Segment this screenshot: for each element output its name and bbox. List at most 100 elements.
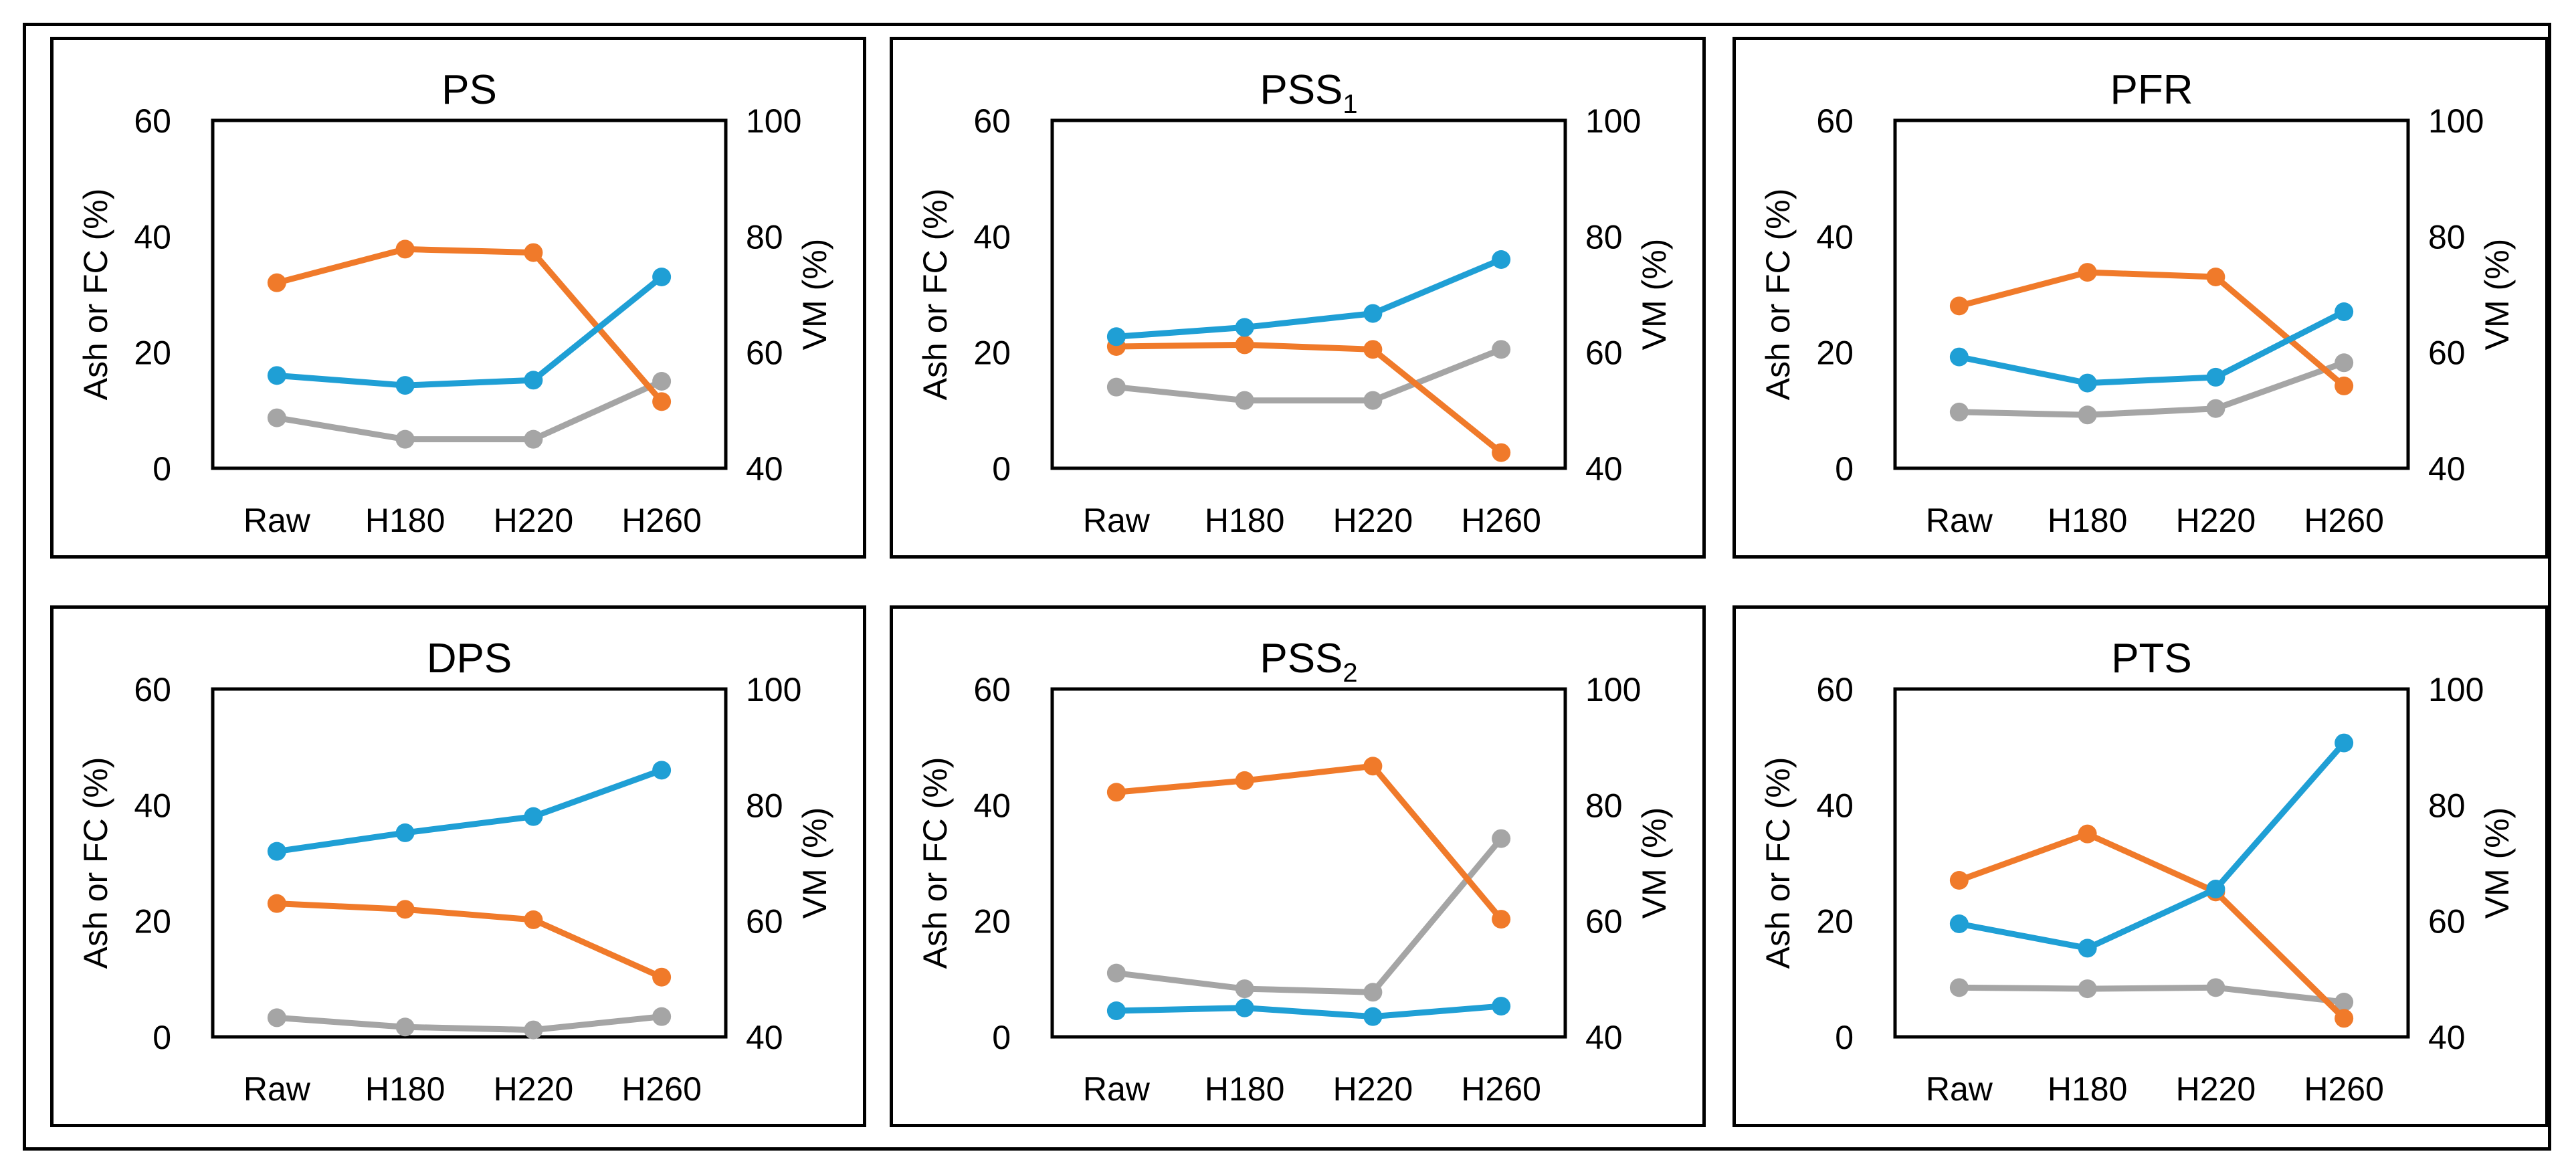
data-point-fc <box>652 967 672 987</box>
x-tick-label: H220 <box>2176 502 2256 539</box>
data-point-ash <box>652 268 672 286</box>
data-point-vm <box>524 429 543 449</box>
data-point-ash <box>1363 1007 1383 1026</box>
y2-tick-label: 80 <box>1585 218 1623 256</box>
data-point-vm <box>652 1007 672 1026</box>
x-tick-label: H180 <box>365 1070 445 1108</box>
data-point-fc <box>2206 268 2225 286</box>
y2-tick-label: 80 <box>746 218 783 256</box>
x-tick-label: Raw <box>1926 502 1993 539</box>
data-point-ash <box>267 842 286 861</box>
y2-tick-label: 40 <box>746 450 783 488</box>
series-line-vm <box>274 1013 665 1034</box>
data-point-fc <box>1235 335 1254 355</box>
data-point-fc <box>1492 910 1511 929</box>
data-point-vm <box>1235 979 1254 999</box>
series-line-fc <box>1113 341 1504 456</box>
data-point-ash <box>1949 914 1969 933</box>
x-tick-label: H220 <box>2176 1070 2256 1108</box>
plot-area <box>1893 687 2410 1039</box>
chart-title: DPS <box>427 635 512 682</box>
y2-tick-label: 100 <box>1585 671 1641 708</box>
chart-title: PFR <box>2110 67 2193 113</box>
y-axis-label: Ash or FC (%) <box>1759 757 1797 969</box>
y2-axis-label: VM (%) <box>796 807 833 919</box>
data-point-fc <box>1492 443 1511 462</box>
data-point-ash <box>2335 733 2354 753</box>
y-tick-label: 60 <box>134 102 171 140</box>
data-point-vm <box>652 372 672 391</box>
y-tick-label: 20 <box>1816 334 1854 372</box>
data-point-fc <box>267 273 286 292</box>
data-point-ash <box>1363 304 1383 323</box>
data-point-vm <box>1492 829 1511 848</box>
chart-title-text: PSS <box>1260 67 1343 113</box>
x-tick-label: H220 <box>494 502 574 539</box>
y-tick-label: 40 <box>134 218 171 256</box>
plot-area <box>1050 118 1567 470</box>
y-tick-label: 40 <box>134 787 171 824</box>
y2-tick-label: 80 <box>1585 787 1623 824</box>
chart-svg-pfr: PFR 0 20 40 60 40 60 80 100 Raw H180 H220 H260 Ash or… <box>1759 67 2516 539</box>
data-point-ash <box>1235 998 1254 1017</box>
data-point-fc <box>395 239 415 259</box>
series-line-ash <box>1113 256 1504 340</box>
figure-frame <box>23 23 2551 1151</box>
y-tick-label: 60 <box>1816 671 1854 708</box>
y-tick-label: 20 <box>134 903 171 941</box>
x-tick-label: H260 <box>2304 1070 2384 1108</box>
series-line-ash <box>274 767 665 855</box>
y2-tick-label: 40 <box>2428 1019 2466 1056</box>
data-point-ash <box>524 807 543 826</box>
y2-tick-label: 60 <box>746 903 783 941</box>
chart-svg-ps: PS 0 20 40 60 40 60 80 100 Raw H180 H220 H260 Ash or … <box>77 67 833 539</box>
y2-tick-label: 60 <box>1585 334 1623 372</box>
series-line-ash <box>1956 740 2347 951</box>
series-line-fc <box>1956 269 2347 389</box>
data-point-fc <box>1949 871 1969 890</box>
y2-tick-label: 100 <box>746 102 801 140</box>
x-tick-label: H180 <box>2048 502 2128 539</box>
data-point-ash <box>1106 327 1126 347</box>
y-tick-label: 20 <box>1816 903 1854 941</box>
chart-title-text: PSS <box>1260 635 1343 682</box>
series-line-vm <box>1956 984 2347 1005</box>
data-point-vm <box>1363 391 1383 410</box>
chart-title: PS <box>441 67 497 113</box>
data-point-vm <box>267 408 286 427</box>
y-axis-label: Ash or FC (%) <box>77 757 114 969</box>
y-tick-label: 0 <box>1835 1019 1854 1056</box>
data-point-vm <box>1235 391 1254 410</box>
data-point-fc <box>1235 771 1254 790</box>
series-line-ash <box>1956 308 2347 387</box>
data-point-vm <box>2206 978 2225 997</box>
data-point-vm <box>1492 340 1511 359</box>
data-point-ash <box>2206 880 2225 898</box>
data-point-fc <box>1363 757 1383 776</box>
chart-title-subscript: 1 <box>1343 90 1357 119</box>
series-line-fc <box>1956 831 2347 1021</box>
data-point-ash <box>1949 347 1969 367</box>
y-tick-label: 40 <box>973 787 1011 824</box>
chart-title-text: DPS <box>427 635 512 682</box>
data-point-vm <box>2206 399 2225 418</box>
data-point-vm <box>2078 979 2097 999</box>
chart-svg-pts: PTS 0 20 40 60 40 60 80 100 Raw H180 H220 H260 Ash or… <box>1759 635 2516 1108</box>
x-tick-label: H220 <box>1333 502 1413 539</box>
chart-svg-pss1: PSS1 0 20 40 60 40 60 80 100 Raw H180 H220 H260 Ash o… <box>916 67 1673 539</box>
y-tick-label: 60 <box>1816 102 1854 140</box>
series-line-ash <box>1113 1003 1504 1020</box>
y2-tick-label: 100 <box>2428 671 2484 708</box>
chart-title: PTS <box>2111 635 2192 682</box>
chart-title-text: PTS <box>2111 635 2192 682</box>
x-tick-label: Raw <box>1926 1070 1993 1108</box>
x-tick-label: H220 <box>494 1070 574 1108</box>
data-point-ash <box>267 366 286 385</box>
data-point-vm <box>524 1020 543 1040</box>
data-point-ash <box>652 761 672 780</box>
data-point-vm <box>1106 377 1126 397</box>
y2-tick-label: 80 <box>746 787 783 824</box>
series-line-fc <box>274 900 665 981</box>
y-tick-label: 40 <box>973 218 1011 256</box>
x-tick-label: Raw <box>243 502 311 539</box>
